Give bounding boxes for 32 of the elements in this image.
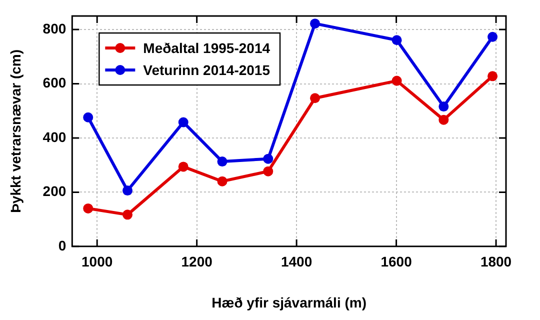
y-tick-label: 400 (42, 128, 66, 145)
point (310, 93, 320, 104)
point (263, 166, 274, 176)
point (310, 18, 320, 29)
point (263, 154, 274, 164)
point (217, 156, 228, 167)
point (83, 112, 94, 122)
y-tick-label: 0 (58, 237, 66, 254)
y-tick-label: 800 (42, 20, 66, 36)
y-tick-label: 600 (42, 74, 66, 91)
point (83, 203, 94, 214)
point (392, 35, 402, 46)
x-tick-label: 1800 (480, 254, 512, 270)
x-tick-label: 1600 (380, 254, 412, 270)
y-axis-title: Þykkt vetrarsnævar (cm) (7, 49, 24, 213)
point (122, 186, 133, 196)
point (438, 102, 449, 112)
point (217, 176, 228, 186)
point (122, 210, 133, 220)
x-tick-label: 1200 (181, 254, 213, 270)
x-tick-label: 1000 (82, 254, 113, 270)
legend-label: Meðaltal 1995-2014 (143, 40, 270, 56)
point (488, 71, 498, 82)
x-tick-label: 1400 (280, 254, 312, 270)
point (178, 117, 188, 128)
point (392, 76, 402, 86)
y-tick-label: 200 (42, 183, 66, 200)
legend-label: Veturinn 2014-2015 (143, 62, 270, 78)
point (488, 32, 498, 42)
x-axis-title: Hæð yfir sjávarmáli (m) (212, 294, 366, 310)
point (178, 162, 188, 172)
point (438, 114, 449, 125)
